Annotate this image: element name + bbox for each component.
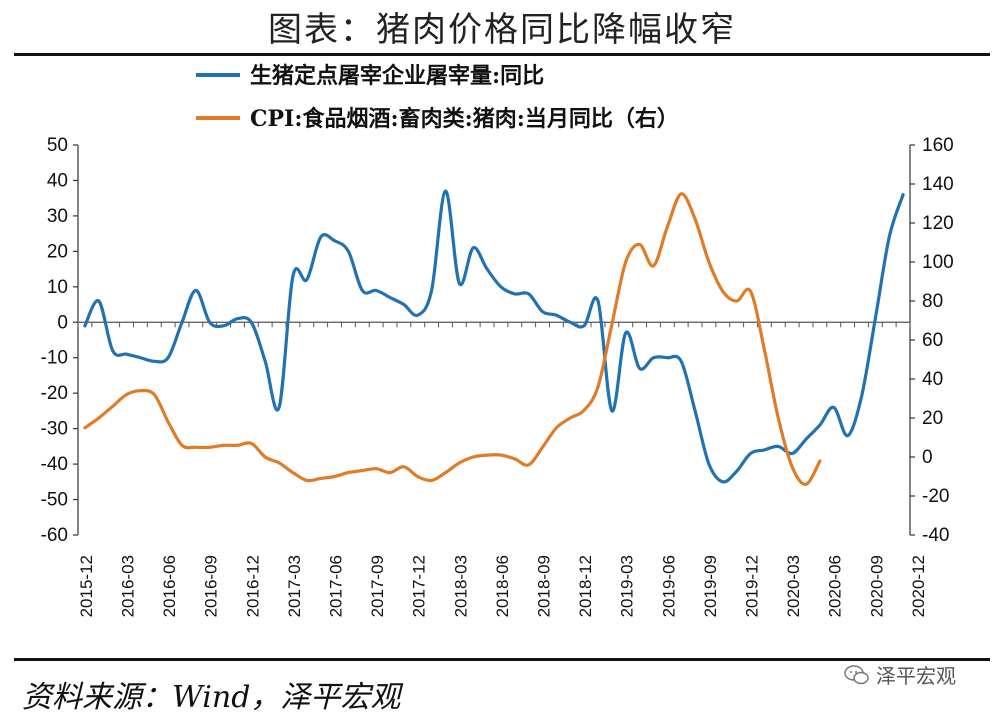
left-tick-label: -50 [41,490,68,511]
x-tick-label: 2019-03 [618,555,637,617]
left-tick-label: 20 [47,241,68,262]
left-axis: -60 -50 -40 -30 -20 -10 0 10 20 30 40 50 [41,135,79,546]
x-tick-label: 2015-12 [77,555,96,617]
x-tick-label: 2017-06 [327,555,346,617]
legend-label: CPI:食品烟酒:畜肉类:猪肉:当月同比（右） [250,106,679,132]
right-axis: -40 -20 0 20 40 60 80 100 120 140 160 [909,135,954,546]
left-tick-label: 10 [47,277,68,298]
x-tick-label: 2016-12 [243,555,262,617]
right-tick-label: -40 [922,525,949,546]
x-tick-label: 2020-03 [784,555,803,617]
left-tick-label: 0 [57,312,68,333]
left-tick-label: -40 [41,454,68,475]
series-line-slaughter-yoy [83,189,905,484]
left-tick-label: -30 [41,419,68,440]
right-tick-label: 120 [922,213,954,234]
chart-canvas: 生猪定点屠宰企业屠宰量:同比 CPI:食品烟酒:畜肉类:猪肉:当月同比（右） -6… [41,63,954,617]
series-line-cpi-pork-yoy [83,192,822,486]
left-tick-label: -60 [41,525,68,546]
watermark: 泽平宏观 [844,660,956,689]
right-tick-label: 100 [922,252,954,273]
x-tick-label: 2017-12 [410,555,429,617]
right-tick-label: 40 [922,369,943,390]
right-tick-label: 80 [922,291,943,312]
left-tick-label: 40 [47,170,68,191]
series-layer [83,189,905,486]
legend-label: 生猪定点屠宰企业屠宰量:同比 [250,63,544,89]
x-tick-label: 2019-12 [743,555,762,617]
x-tick-label: 2020-06 [826,555,845,617]
right-tick-label: 60 [922,330,943,351]
x-tick-label: 2018-09 [535,555,554,617]
top-rule [14,53,990,56]
left-tick-label: -10 [41,348,68,369]
left-tick-label: 30 [47,206,68,227]
right-tick-label: 20 [922,408,943,429]
wechat-icon [844,664,869,684]
left-tick-label: 50 [47,135,68,156]
x-tick-label: 2016-03 [119,555,138,617]
x-tick-label: 2016-09 [202,555,221,617]
bottom-rule [14,658,990,661]
source-note: 资料来源：Wind，泽平宏观 [22,680,401,715]
legend: 生猪定点屠宰企业屠宰量:同比 CPI:食品烟酒:畜肉类:猪肉:当月同比（右） [196,63,679,132]
watermark-text: 泽平宏观 [876,664,956,688]
x-tick-label: 2017-09 [368,555,387,617]
right-tick-label: 160 [922,135,954,156]
right-tick-label: -20 [922,486,949,507]
page-title: 图表：猪肉价格同比降幅收窄 [268,10,736,50]
right-tick-label: 140 [922,174,954,195]
left-tick-label: -20 [41,383,68,404]
x-tick-label: 2020-12 [909,555,928,617]
x-tick-label: 2018-03 [451,555,470,617]
x-tick-label: 2018-06 [493,555,512,617]
x-axis: 2015-12 2016-03 2016-06 2016-09 2016-12 2017-… [77,321,928,617]
x-tick-label: 2017-03 [285,555,304,617]
x-tick-label: 2018-12 [576,555,595,617]
right-tick-label: 0 [922,447,933,468]
x-tick-label: 2016-06 [160,555,179,617]
x-tick-label: 2019-09 [701,555,720,617]
x-tick-label: 2019-06 [659,555,678,617]
x-tick-label: 2020-09 [867,555,886,617]
